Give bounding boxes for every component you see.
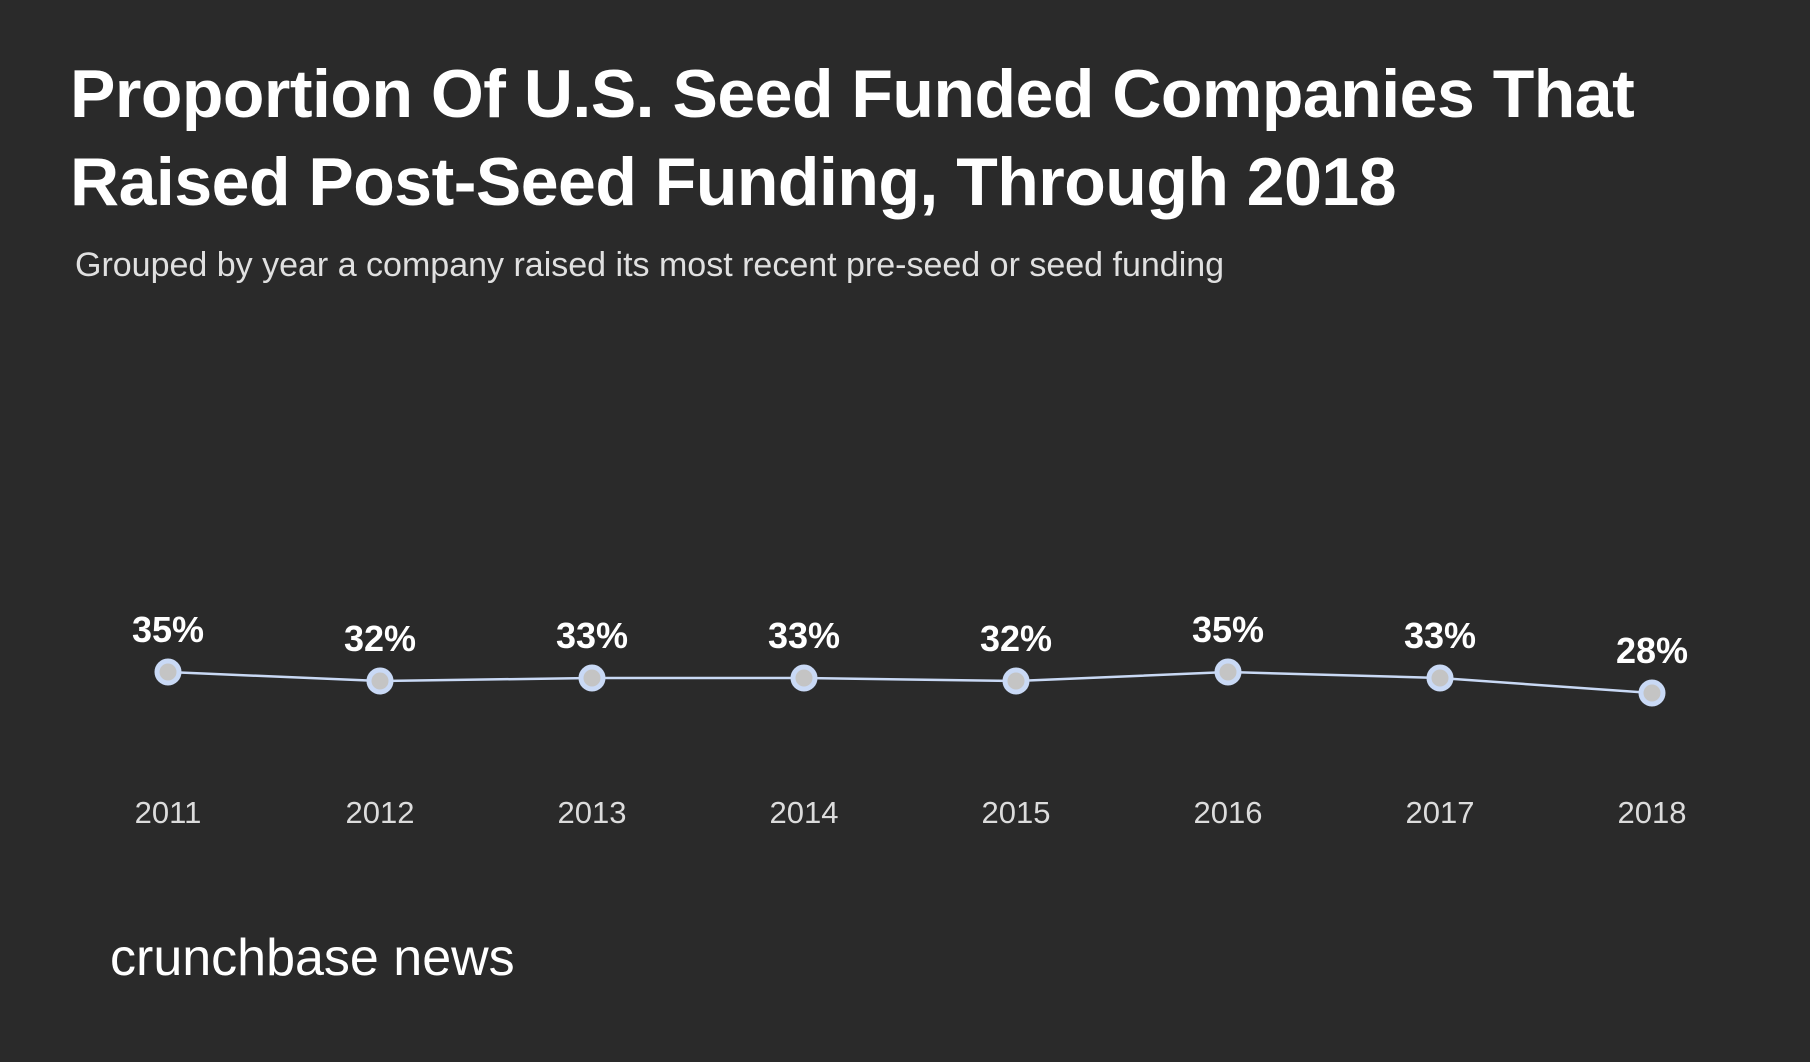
crunchbase-news-logo: crunchbase news xyxy=(110,929,515,987)
x-tick-label: 2014 xyxy=(770,795,839,830)
data-label: 33% xyxy=(768,615,840,656)
data-point xyxy=(790,664,818,692)
chart-subtitle: Grouped by year a company raised its mos… xyxy=(75,246,1225,284)
data-label: 35% xyxy=(1192,609,1264,650)
data-point xyxy=(154,658,182,686)
x-tick-label: 2011 xyxy=(135,795,202,830)
data-point xyxy=(1214,658,1242,686)
x-tick-label: 2015 xyxy=(982,795,1051,830)
x-tick-label: 2018 xyxy=(1618,795,1687,830)
data-point xyxy=(1002,667,1030,695)
chart-header: Proportion Of U.S. Seed Funded Companies… xyxy=(70,50,1800,286)
data-label: 32% xyxy=(980,618,1052,659)
x-tick-label: 2016 xyxy=(1194,795,1263,830)
data-label: 32% xyxy=(344,618,416,659)
data-point xyxy=(1426,664,1454,692)
data-label: 33% xyxy=(1404,615,1476,656)
data-point xyxy=(366,667,394,695)
data-label: 33% xyxy=(556,615,628,656)
data-point xyxy=(1638,679,1666,707)
data-label: 35% xyxy=(132,609,204,650)
x-tick-label: 2012 xyxy=(346,795,415,830)
data-label: 28% xyxy=(1616,630,1688,671)
x-tick-label: 2013 xyxy=(558,795,627,830)
x-tick-label: 2017 xyxy=(1406,795,1475,830)
chart-title: Proportion Of U.S. Seed Funded Companies… xyxy=(70,56,1635,220)
series-line xyxy=(167,670,1653,695)
data-point xyxy=(578,664,606,692)
